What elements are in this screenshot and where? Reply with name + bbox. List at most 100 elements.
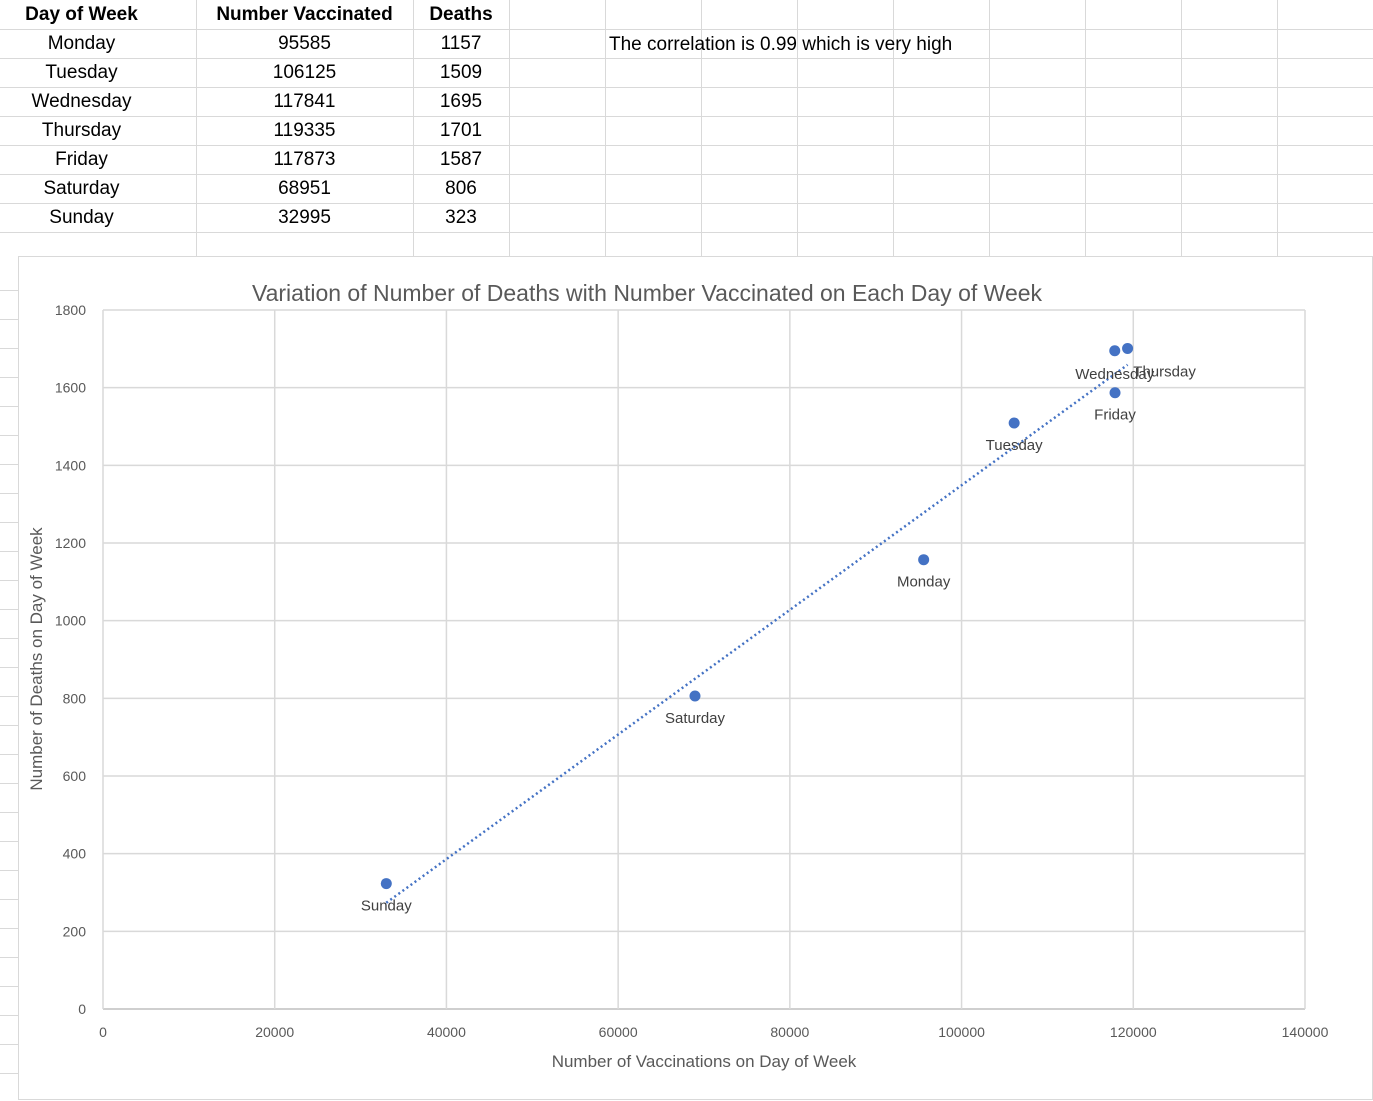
y-tick-label: 1000: [55, 613, 86, 629]
table-cell[interactable]: 119335: [273, 120, 336, 141]
table-cell[interactable]: 806: [445, 178, 477, 199]
y-axis-label: Number of Deaths on Day of Week: [27, 527, 46, 791]
row-gridline: [0, 957, 18, 958]
row-gridline: [0, 58, 1373, 59]
row-gridline: [0, 290, 18, 291]
data-label-wednesday: Wednesday: [1075, 366, 1154, 383]
x-tick-label: 20000: [255, 1024, 294, 1040]
chart-axes: 0 200 400 600 800 1000 1200 1400 1600 1800 0 20000 4…: [55, 302, 1329, 1040]
scatter-chart[interactable]: 0 200 400 600 800 1000 1200 1400 1600 1800 0 20000 4…: [18, 256, 1373, 1100]
data-label-friday: Friday: [1094, 407, 1136, 424]
data-point-monday: [918, 554, 930, 566]
y-tick-label: 1400: [55, 457, 86, 473]
row-gridline: [0, 87, 1373, 88]
x-tick-label: 140000: [1282, 1024, 1329, 1040]
row-gridline: [0, 232, 1373, 233]
column-gridline: [196, 0, 197, 256]
table-cell[interactable]: Monday: [47, 33, 116, 54]
table-cell[interactable]: 95585: [278, 33, 331, 54]
column-header[interactable]: Day of Week: [25, 4, 138, 25]
table-cell[interactable]: Friday: [55, 149, 108, 170]
row-gridline: [0, 725, 18, 726]
row-gridline: [0, 1015, 18, 1016]
y-tick-label: 0: [78, 1001, 86, 1017]
y-tick-label: 1200: [55, 535, 86, 551]
data-point-friday: [1109, 387, 1121, 399]
column-gridline: [701, 0, 702, 256]
row-gridline: [0, 406, 18, 407]
column-gridline: [893, 0, 894, 256]
table-cell[interactable]: 117841: [273, 91, 336, 112]
row-gridline: [0, 551, 18, 552]
column-gridline: [989, 0, 990, 256]
row-gridline: [0, 435, 18, 436]
y-tick-label: 1800: [55, 302, 86, 318]
row-gridline: [0, 348, 18, 349]
x-tick-label: 60000: [599, 1024, 638, 1040]
column-header[interactable]: Deaths: [429, 4, 493, 25]
row-gridline: [0, 319, 18, 320]
row-gridline: [0, 1073, 18, 1074]
y-tick-label: 400: [63, 846, 87, 862]
table-cell[interactable]: Tuesday: [45, 62, 118, 83]
y-tick-label: 200: [63, 923, 87, 939]
table-cell[interactable]: Saturday: [43, 178, 120, 199]
row-gridline: [0, 522, 18, 523]
table-cell[interactable]: Sunday: [49, 207, 114, 228]
row-gridline: [0, 377, 18, 378]
row-gridline: [0, 116, 1373, 117]
data-point-wednesday: [1109, 345, 1121, 357]
row-gridline: [0, 638, 18, 639]
table-cell[interactable]: 32995: [278, 207, 331, 228]
data-point-saturday: [689, 690, 701, 702]
row-gridline: [0, 783, 18, 784]
table-cell[interactable]: 1695: [439, 91, 483, 112]
row-gridline: [0, 1044, 18, 1045]
row-gridline: [0, 580, 18, 581]
column-header[interactable]: Number Vaccinated: [216, 4, 393, 25]
x-tick-label: 120000: [1110, 1024, 1157, 1040]
x-tick-label: 0: [99, 1024, 107, 1040]
row-gridline: [0, 203, 1373, 204]
table-cell[interactable]: 1587: [439, 149, 483, 170]
x-tick-label: 100000: [938, 1024, 985, 1040]
table-cell[interactable]: 1157: [440, 33, 482, 54]
table-cell[interactable]: 1701: [439, 120, 483, 141]
y-tick-label: 800: [63, 690, 87, 706]
row-gridline: [0, 812, 18, 813]
x-tick-label: 80000: [770, 1024, 809, 1040]
row-gridline: [0, 928, 18, 929]
data-point-thursday: [1122, 342, 1134, 354]
chart-title: Variation of Number of Deaths with Numbe…: [252, 280, 1043, 306]
row-gridline: [0, 493, 18, 494]
column-gridline: [605, 0, 606, 256]
row-gridline: [0, 174, 1373, 175]
x-tick-label: 40000: [427, 1024, 466, 1040]
data-label-saturday: Saturday: [665, 710, 726, 727]
row-gridline: [0, 464, 18, 465]
row-gridline: [0, 754, 18, 755]
row-gridline: [0, 870, 18, 871]
column-gridline: [797, 0, 798, 256]
data-points: [380, 342, 1134, 890]
table-cell[interactable]: 117873: [273, 149, 336, 170]
table-cell[interactable]: 68951: [278, 178, 331, 199]
data-label-thursday: Thursday: [1133, 363, 1196, 380]
row-gridline: [0, 696, 18, 697]
column-gridline: [1085, 0, 1086, 256]
row-gridline: [0, 899, 18, 900]
column-gridline: [1181, 0, 1182, 256]
table-cell[interactable]: Wednesday: [31, 91, 132, 112]
table-cell[interactable]: 1509: [439, 62, 483, 83]
row-gridline: [0, 29, 1373, 30]
table-cell[interactable]: 323: [445, 207, 477, 228]
correlation-note[interactable]: The correlation is 0.99 which is very hi…: [609, 34, 953, 55]
chart-canvas: 0 200 400 600 800 1000 1200 1400 1600 1800 0 20000 4…: [27, 280, 1329, 1071]
row-gridline: [0, 986, 18, 987]
x-axis-label: Number of Vaccinations on Day of Week: [552, 1052, 857, 1071]
y-tick-label: 1600: [55, 380, 86, 396]
table-cell[interactable]: 106125: [272, 62, 337, 83]
table-cell[interactable]: Thursday: [41, 120, 122, 141]
